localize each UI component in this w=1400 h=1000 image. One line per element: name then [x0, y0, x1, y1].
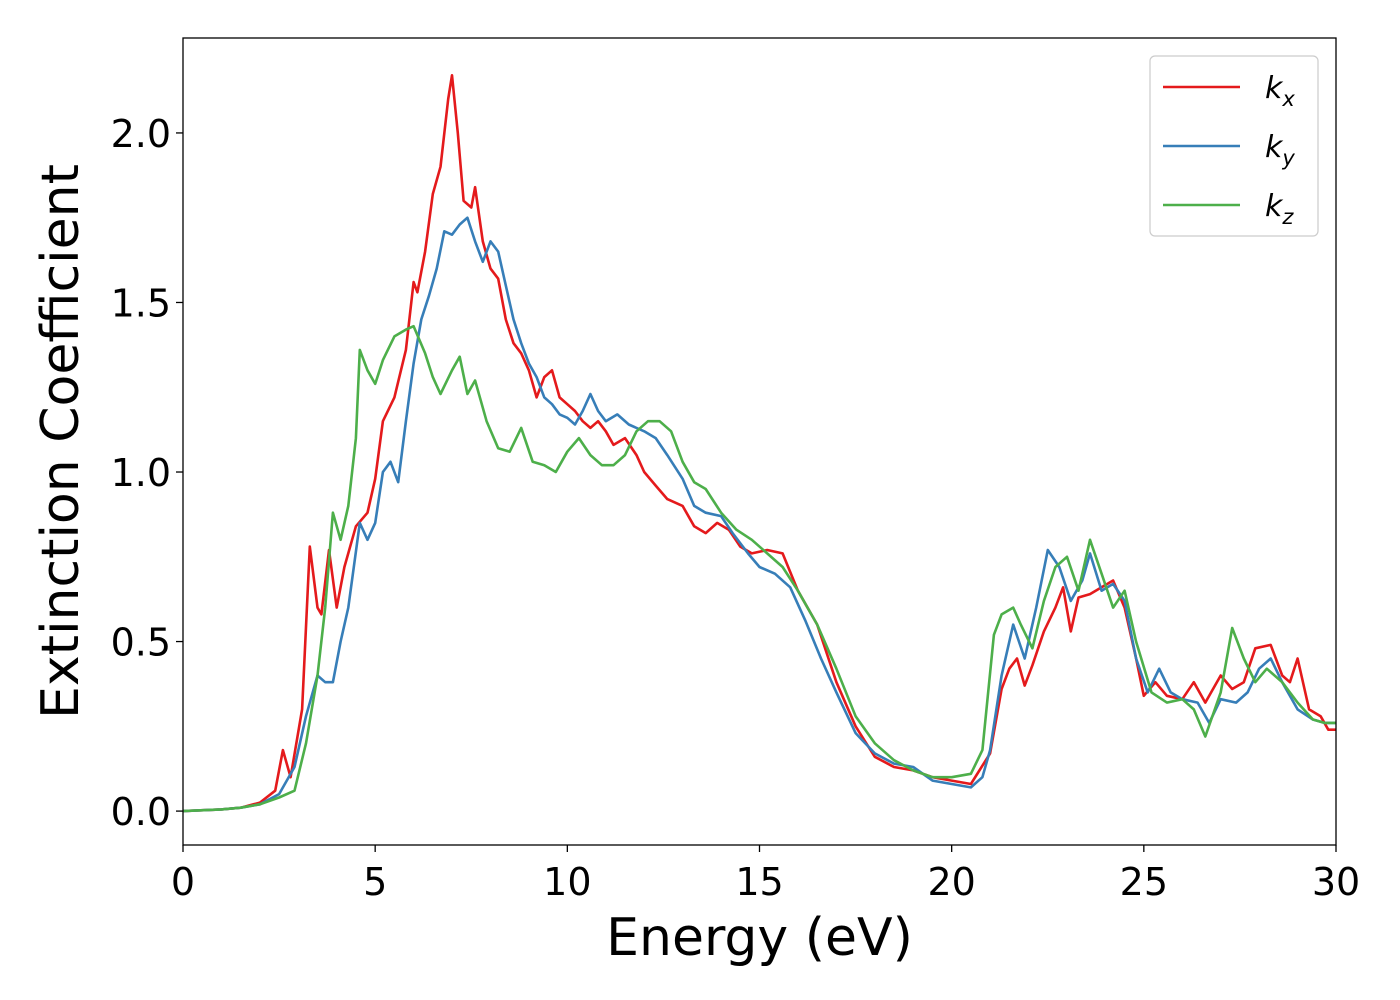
legend-label-kx: kx — [1265, 71, 1295, 111]
x-axis-title: Energy (eV) — [606, 908, 913, 968]
y-tick-label: 0.0 — [111, 790, 171, 834]
axis-ticks: 0 5 10 15 20 25 30 0.0 0.5 1.0 1.5 2.0 — [111, 112, 1361, 904]
x-tick-label: 30 — [1312, 860, 1360, 904]
y-tick-label: 1.0 — [111, 451, 171, 495]
legend-label-ky: ky — [1265, 130, 1295, 170]
y-tick-label: 0.5 — [111, 621, 171, 665]
y-axis-title: Extinction Coefficient — [31, 164, 91, 719]
y-tick-label: 1.5 — [111, 281, 171, 325]
series-line-kz — [183, 324, 1336, 813]
x-tick-label: 25 — [1120, 860, 1168, 904]
series-line-kx — [183, 74, 1336, 813]
data-lines — [183, 74, 1336, 813]
y-tick-label: 2.0 — [111, 112, 171, 156]
x-tick-label: 15 — [735, 860, 783, 904]
x-tick-label: 10 — [543, 860, 591, 904]
x-tick-label: 5 — [363, 860, 387, 904]
x-tick-label: 20 — [927, 860, 975, 904]
series-line-ky — [183, 216, 1336, 813]
x-tick-label: 0 — [171, 860, 195, 904]
